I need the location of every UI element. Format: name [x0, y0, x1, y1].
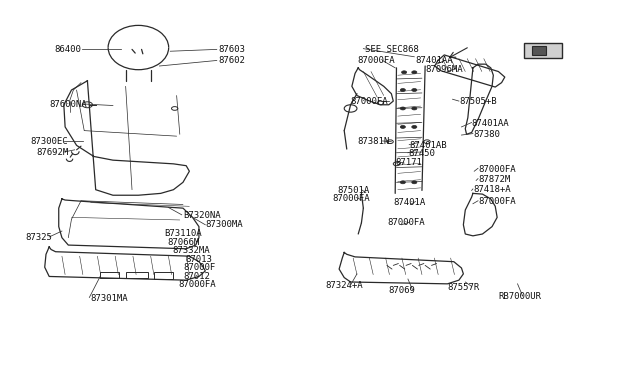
Text: 87000FA: 87000FA: [387, 218, 424, 227]
Text: 87000FA: 87000FA: [357, 56, 395, 65]
Circle shape: [412, 71, 417, 74]
FancyBboxPatch shape: [532, 46, 545, 55]
Circle shape: [412, 89, 417, 92]
Text: 87300EC: 87300EC: [30, 137, 68, 146]
Text: 87557R: 87557R: [447, 283, 480, 292]
Text: 87401AA: 87401AA: [415, 56, 453, 65]
Text: B73110A: B73110A: [164, 230, 202, 238]
Text: 87301MA: 87301MA: [91, 294, 128, 303]
Text: 87171: 87171: [395, 157, 422, 167]
Text: 87380: 87380: [473, 130, 500, 139]
Text: 87381N: 87381N: [357, 137, 389, 146]
Circle shape: [400, 89, 405, 92]
Text: 87401AB: 87401AB: [409, 141, 447, 150]
Text: 87000F: 87000F: [183, 263, 215, 272]
Text: 87000FA: 87000FA: [333, 195, 371, 203]
Text: 87000FA: 87000FA: [179, 280, 216, 289]
Text: 87096MA: 87096MA: [425, 65, 463, 74]
Text: 87325: 87325: [26, 233, 52, 242]
Text: 87600NA: 87600NA: [49, 100, 87, 109]
Circle shape: [400, 125, 405, 128]
Text: B7320NA: B7320NA: [183, 211, 221, 220]
Circle shape: [412, 181, 417, 184]
Circle shape: [401, 71, 406, 74]
Text: 87069: 87069: [389, 286, 416, 295]
Text: 87013: 87013: [185, 255, 212, 264]
Text: 87066M: 87066M: [167, 238, 199, 247]
Text: 87602: 87602: [218, 56, 245, 65]
Text: 87501A: 87501A: [338, 186, 370, 195]
Text: 87692M: 87692M: [36, 148, 68, 157]
Circle shape: [412, 107, 417, 110]
Text: 87012: 87012: [183, 272, 210, 281]
Text: 87418+A: 87418+A: [473, 185, 511, 194]
Text: 87300MA: 87300MA: [205, 220, 243, 229]
Text: 87401A: 87401A: [394, 198, 426, 207]
Text: 87603: 87603: [218, 45, 245, 54]
Text: SEE SEC868: SEE SEC868: [365, 45, 419, 54]
Circle shape: [400, 107, 405, 110]
Text: 87324+A: 87324+A: [325, 281, 363, 290]
Text: 87401AA: 87401AA: [472, 119, 509, 128]
FancyBboxPatch shape: [524, 44, 562, 58]
Circle shape: [400, 181, 405, 184]
Text: 87000FA: 87000FA: [351, 97, 388, 106]
Text: 87872M: 87872M: [478, 175, 510, 184]
Text: 87505+B: 87505+B: [459, 97, 497, 106]
Text: 87450: 87450: [408, 149, 435, 158]
Circle shape: [412, 125, 417, 128]
Text: 86400: 86400: [54, 45, 81, 54]
Text: 87000FA: 87000FA: [478, 197, 516, 206]
Text: RB7000UR: RB7000UR: [499, 292, 541, 301]
Text: 87332MA: 87332MA: [172, 246, 210, 255]
Text: 87000FA: 87000FA: [478, 165, 516, 174]
